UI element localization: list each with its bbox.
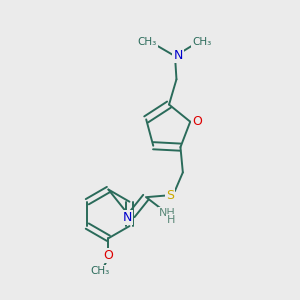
Text: N: N <box>173 49 183 62</box>
Text: CH₃: CH₃ <box>192 37 212 47</box>
Text: CH₃: CH₃ <box>90 266 110 276</box>
Text: N: N <box>122 212 132 224</box>
Text: H: H <box>167 215 176 225</box>
Text: O: O <box>103 249 113 262</box>
Text: S: S <box>167 189 174 202</box>
Text: O: O <box>192 115 202 128</box>
Text: NH: NH <box>159 208 176 218</box>
Text: CH₃: CH₃ <box>138 37 157 47</box>
